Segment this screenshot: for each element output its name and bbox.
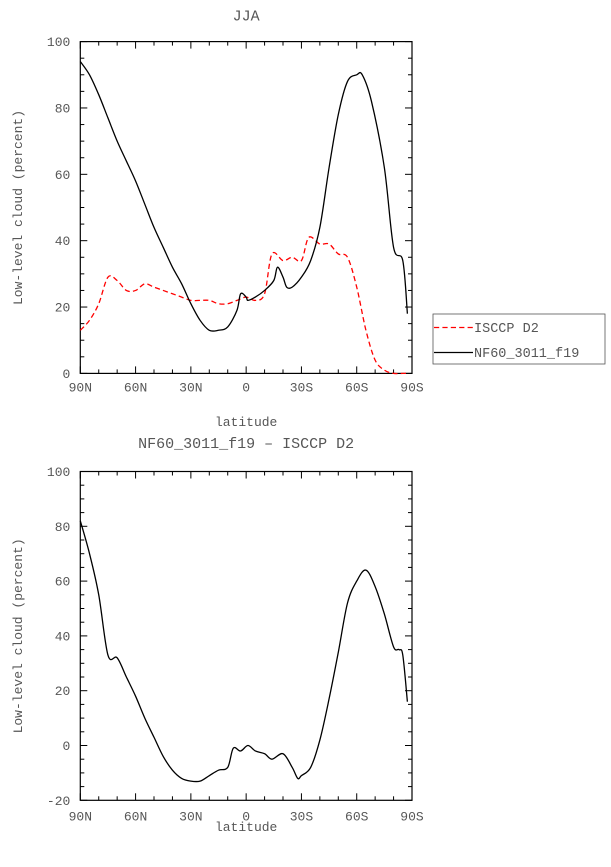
svg-text:30N: 30N: [179, 381, 202, 396]
svg-text:NF60_3011_f19: NF60_3011_f19: [474, 347, 579, 362]
svg-text:90S: 90S: [400, 810, 424, 825]
svg-text:90S: 90S: [400, 381, 424, 396]
svg-text:30N: 30N: [179, 810, 202, 825]
svg-text:JJA: JJA: [233, 9, 260, 26]
svg-text:20: 20: [55, 301, 71, 316]
svg-text:40: 40: [55, 629, 71, 644]
svg-text:20: 20: [55, 684, 71, 699]
svg-text:80: 80: [55, 101, 71, 116]
svg-text:0: 0: [242, 381, 250, 396]
svg-text:60S: 60S: [345, 810, 369, 825]
svg-text:100: 100: [47, 465, 70, 480]
svg-text:ISCCP D2: ISCCP D2: [474, 322, 539, 337]
svg-text:40: 40: [55, 234, 71, 249]
svg-text:60: 60: [55, 168, 71, 183]
svg-text:90N: 90N: [69, 381, 92, 396]
svg-text:60: 60: [55, 575, 71, 590]
svg-text:30S: 30S: [290, 810, 314, 825]
svg-text:latitude: latitude: [215, 415, 277, 430]
svg-text:NF60_3011_f19 – ISCCP D2: NF60_3011_f19 – ISCCP D2: [138, 436, 354, 453]
svg-text:60S: 60S: [345, 381, 369, 396]
svg-text:80: 80: [55, 520, 71, 535]
svg-text:0: 0: [62, 367, 70, 382]
svg-text:-20: -20: [47, 794, 70, 809]
svg-text:30S: 30S: [290, 381, 314, 396]
svg-text:90N: 90N: [69, 810, 92, 825]
svg-text:0: 0: [62, 739, 70, 754]
svg-text:Low-level cloud (percent): Low-level cloud (percent): [11, 110, 26, 305]
svg-text:60N: 60N: [124, 810, 147, 825]
svg-text:Low-level cloud (percent): Low-level cloud (percent): [11, 538, 26, 733]
svg-text:latitude: latitude: [215, 820, 277, 835]
svg-text:60N: 60N: [124, 381, 147, 396]
svg-text:100: 100: [47, 35, 70, 50]
